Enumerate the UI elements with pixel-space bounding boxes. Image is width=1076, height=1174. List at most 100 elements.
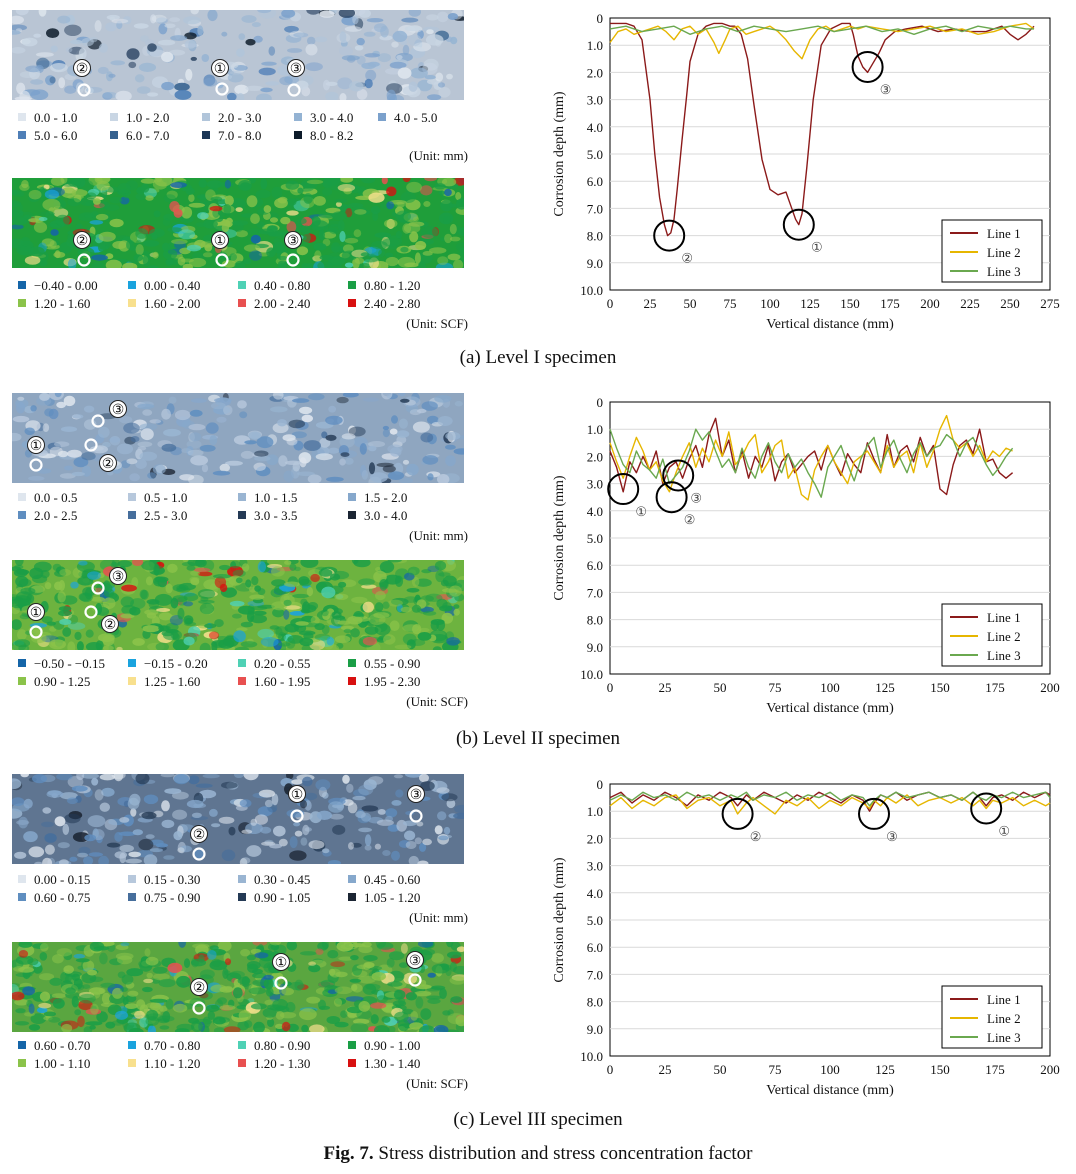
legend-swatch	[128, 893, 136, 901]
texture-blob	[393, 774, 404, 779]
texture-blob	[89, 991, 101, 999]
texture-blob	[434, 183, 446, 190]
texture-blob	[419, 627, 430, 633]
legend-item: −0.50 - −0.15	[18, 656, 105, 672]
scf-legend: 0.60 - 0.70 0.70 - 0.80 0.80 - 0.90 0.90 - …	[18, 1038, 468, 1092]
texture-blob	[350, 1022, 369, 1032]
texture-blob	[411, 576, 420, 587]
pit-label-badge	[73, 231, 91, 249]
texture-blob	[286, 221, 297, 233]
texture-blob	[353, 1018, 370, 1025]
texture-blob	[417, 860, 429, 864]
texture-blob	[183, 632, 199, 638]
pit-marker-ring	[192, 1001, 206, 1015]
texture-blob	[453, 604, 460, 609]
texture-blob	[15, 1008, 26, 1014]
texture-blob	[434, 395, 452, 403]
texture-blob	[161, 819, 175, 829]
texture-blob	[207, 187, 219, 192]
texture-blob	[28, 1024, 41, 1031]
texture-blob	[236, 92, 245, 100]
texture-blob	[252, 972, 267, 979]
texture-blob	[89, 1025, 96, 1030]
texture-blob	[358, 945, 373, 954]
texture-blob	[32, 774, 47, 784]
depth-map: ③ ① ②	[12, 393, 464, 483]
texture-blob	[328, 968, 336, 976]
pit-label: ②	[193, 981, 206, 996]
texture-blob	[283, 470, 294, 482]
texture-blob	[245, 85, 264, 92]
legend-label: 3.0 - 4.0	[310, 110, 354, 125]
panel-level-1: ② ① ③ 0.0 - 1.0 1.0 - 2.0 2.0 - 3.0 3.0 - 4.0…	[0, 0, 1076, 372]
texture-blob	[306, 586, 314, 597]
legend-item: 0.20 - 0.55	[238, 656, 310, 672]
texture-blob	[273, 393, 284, 400]
texture-blob	[145, 956, 159, 966]
texture-blob	[427, 473, 434, 481]
texture-blob	[409, 1022, 424, 1030]
legend-label: 1.95 - 2.30	[364, 674, 421, 689]
texture-blob	[421, 569, 432, 574]
texture-blob	[163, 248, 178, 260]
texture-blob	[106, 842, 121, 848]
x-tick-label: 75	[724, 296, 737, 311]
texture-blob	[237, 400, 247, 409]
texture-blob	[12, 778, 22, 789]
texture-blob	[57, 591, 66, 603]
texture-blob	[234, 774, 244, 778]
pit-annotation-circle	[782, 208, 815, 241]
texture-blob	[75, 958, 90, 963]
texture-blob	[387, 444, 403, 454]
legend-label: −0.50 - −0.15	[34, 656, 105, 671]
texture-blob	[59, 569, 72, 576]
texture-blob	[174, 82, 190, 91]
texture-blob	[160, 774, 175, 778]
texture-blob	[77, 852, 88, 858]
texture-blob	[77, 1015, 85, 1028]
texture-blob	[442, 1010, 451, 1016]
texture-blob	[333, 998, 343, 1007]
legend-label: 1.0 - 2.0	[126, 110, 170, 125]
texture-blob	[158, 978, 176, 988]
texture-blob	[167, 227, 183, 233]
texture-blob	[65, 47, 73, 53]
texture-blob	[353, 613, 365, 618]
texture-blob	[289, 836, 298, 849]
texture-blob	[376, 942, 394, 950]
texture-blob	[391, 800, 402, 806]
texture-blob	[368, 462, 376, 475]
texture-blob	[335, 201, 342, 207]
texture-blob	[376, 819, 394, 826]
texture-blob	[115, 1010, 128, 1020]
texture-blob	[364, 78, 373, 89]
texture-blob	[246, 845, 262, 857]
texture-blob	[227, 73, 244, 83]
texture-blob	[30, 79, 44, 85]
legend-label: 5.0 - 6.0	[34, 128, 78, 143]
texture-blob	[172, 809, 188, 820]
texture-blob	[263, 978, 274, 990]
texture-blob	[285, 1001, 296, 1013]
chart-legend-label: Line 3	[987, 648, 1021, 663]
texture-blob	[60, 187, 76, 198]
texture-blob	[317, 261, 333, 268]
texture-blob	[48, 639, 66, 650]
texture-blob	[300, 800, 307, 809]
texture-blob	[328, 801, 344, 813]
pit-label: ②	[76, 234, 89, 249]
texture-blob	[79, 197, 97, 206]
texture-blob	[130, 436, 140, 443]
legend-swatch	[348, 659, 356, 667]
texture-blob	[207, 1011, 215, 1020]
texture-blob	[354, 257, 365, 264]
texture-blob	[67, 641, 76, 650]
texture-blob	[410, 67, 428, 79]
legend-item: 1.00 - 1.10	[18, 1056, 90, 1072]
texture-blob	[397, 67, 412, 79]
texture-blob	[235, 207, 243, 212]
texture-blob	[122, 262, 138, 268]
pit-label: ③	[409, 954, 422, 969]
texture-blob	[361, 178, 376, 184]
texture-blob	[149, 419, 162, 424]
